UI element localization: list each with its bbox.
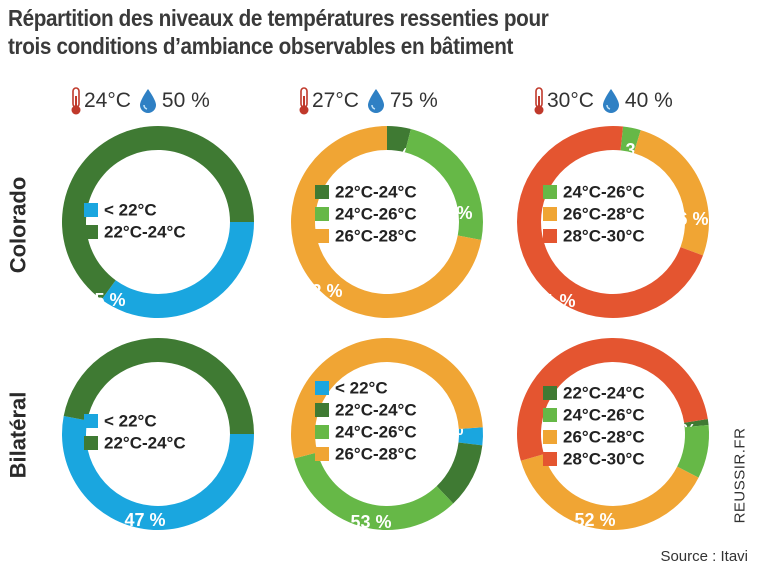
- legend-swatch: [543, 452, 557, 466]
- slice-percent-label: 52 %: [574, 510, 615, 530]
- legend-label: 22°C-24°C: [104, 433, 186, 452]
- chart-title: Répartition des niveaux de températures …: [8, 4, 638, 60]
- donut-slice-24c-26c: [294, 452, 454, 530]
- donut-chart: 4 %24 %72 %22°C-24°C24°C-26°C26°C-28°C: [291, 126, 484, 318]
- legend-label: 24°C-26°C: [563, 182, 645, 201]
- legend-label: 22°C-24°C: [563, 383, 645, 402]
- legend-swatch: [84, 225, 98, 239]
- legend-label: 28°C-30°C: [563, 226, 645, 245]
- donut-slice-26c-28c: [291, 337, 483, 459]
- watermark-text: REUSSIR.FR: [731, 427, 749, 523]
- condition-humidity: 40 %: [624, 89, 673, 112]
- water-drop-icon: [367, 89, 384, 113]
- donut-slice-26c-28c: [633, 130, 709, 256]
- legend-swatch: [84, 436, 98, 450]
- water-drop-icon: [139, 89, 156, 113]
- watermark: REUSSIR.FR: [725, 420, 755, 530]
- legend-swatch: [84, 414, 98, 428]
- donut-slice-22c-24c: [63, 337, 255, 434]
- donut-legend: 22°C-24°C 24°C-26°C 26°C-28°C: [315, 182, 417, 245]
- legend-swatch: [315, 207, 329, 221]
- legend-label: 22°C-24°C: [335, 400, 417, 419]
- donut-chart: 1 %9 %38 %52 %22°C-24°C24°C-26°C26°C-28°…: [517, 337, 710, 530]
- condition-temperature: 27°C: [312, 89, 359, 112]
- donut-slice-below-22c: [458, 427, 483, 446]
- donut-chart: 3 %26 %71 %24°C-26°C26°C-28°C28°C-30°C: [517, 126, 709, 318]
- title-line-2: trois conditions d’ambiance observables …: [8, 33, 514, 59]
- thermometer-icon: [299, 87, 309, 115]
- condition-humidity: 75 %: [389, 89, 438, 112]
- legend-swatch: [315, 403, 329, 417]
- legend-swatch: [315, 381, 329, 395]
- condition-temperature: 30°C: [547, 89, 594, 112]
- legend-swatch: [543, 408, 557, 422]
- slice-percent-label: 3 %: [432, 419, 463, 439]
- legend-swatch: [543, 430, 557, 444]
- legend-swatch: [315, 229, 329, 243]
- slice-percent-label: 26 %: [667, 209, 708, 229]
- donut-slice-below-22c: [101, 222, 254, 318]
- donut-slice-22c-24c: [684, 418, 709, 428]
- legend-swatch: [543, 386, 557, 400]
- legend-label: 24°C-26°C: [335, 422, 417, 441]
- legend-label: < 22°C: [104, 411, 157, 430]
- legend-label: < 22°C: [104, 200, 157, 219]
- slice-percent-label: 24 %: [431, 203, 472, 223]
- slice-percent-label: 53 %: [350, 512, 391, 532]
- slice-percent-label: 71 %: [534, 291, 575, 311]
- condition-header-2: 27°C 75 %: [296, 86, 438, 116]
- legend-swatch: [315, 185, 329, 199]
- donut-slice-26c-28c: [520, 454, 699, 530]
- donut-legend: 22°C-24°C 24°C-26°C 26°C-28°C 28°C-30°C: [543, 383, 645, 468]
- donut-slice-28c-30c: [517, 337, 708, 461]
- legend-swatch: [543, 229, 557, 243]
- donut-slice-22c-24c: [387, 126, 411, 153]
- slice-percent-label: 65 %: [84, 290, 125, 310]
- donut-legend: < 22°C 22°C-24°C: [84, 200, 186, 241]
- thermometer-icon: [71, 87, 81, 115]
- water-drop-icon: [602, 89, 619, 113]
- legend-swatch: [315, 447, 329, 461]
- donut-legend: < 22°C 22°C-24°C: [84, 411, 186, 452]
- donut-legend: 24°C-26°C 26°C-28°C 28°C-30°C: [543, 182, 645, 245]
- donut-slice-24c-26c: [620, 126, 641, 154]
- source-note: Source : Itavi: [660, 548, 748, 565]
- condition-header-3: 30°C 40 %: [531, 86, 673, 116]
- legend-label: 26°C-28°C: [563, 204, 645, 223]
- legend-label: 24°C-26°C: [335, 204, 417, 223]
- legend-label: 28°C-30°C: [563, 449, 645, 468]
- legend-swatch: [315, 425, 329, 439]
- title-line-1: Répartition des niveaux de températures …: [8, 5, 549, 31]
- legend-label: 22°C-24°C: [335, 182, 417, 201]
- legend-label: 24°C-26°C: [563, 405, 645, 424]
- slice-percent-label: 47 %: [124, 510, 165, 530]
- donut-slice-24c-26c: [677, 424, 710, 478]
- thermometer-icon: [534, 87, 544, 115]
- donut-chart: 53 %47 %< 22°C22°C-24°C: [62, 337, 255, 530]
- donut-slice-below-22c: [62, 416, 254, 530]
- legend-swatch: [543, 185, 557, 199]
- condition-header-1: 24°C 50 %: [68, 86, 210, 116]
- donut-legend: < 22°C 22°C-24°C 24°C-26°C 26°C-28°C: [315, 378, 417, 463]
- legend-swatch: [543, 207, 557, 221]
- donut-chart: 35 %65 %< 22°C22°C-24°C: [62, 126, 255, 318]
- condition-humidity: 50 %: [161, 89, 210, 112]
- donut-chart: 3 %11 %33 %53 %< 22°C22°C-24°C24°C-26°C2…: [291, 337, 483, 532]
- legend-label: 26°C-28°C: [335, 444, 417, 463]
- slice-percent-label: 72 %: [301, 281, 342, 301]
- legend-label: 26°C-28°C: [563, 427, 645, 446]
- donut-slice-22c-24c: [436, 442, 483, 504]
- legend-label: < 22°C: [335, 378, 388, 397]
- legend-label: 22°C-24°C: [104, 222, 186, 241]
- donut-slice-24c-26c: [404, 129, 484, 240]
- legend-label: 26°C-28°C: [335, 226, 417, 245]
- condition-temperature: 24°C: [84, 89, 131, 112]
- legend-swatch: [84, 203, 98, 217]
